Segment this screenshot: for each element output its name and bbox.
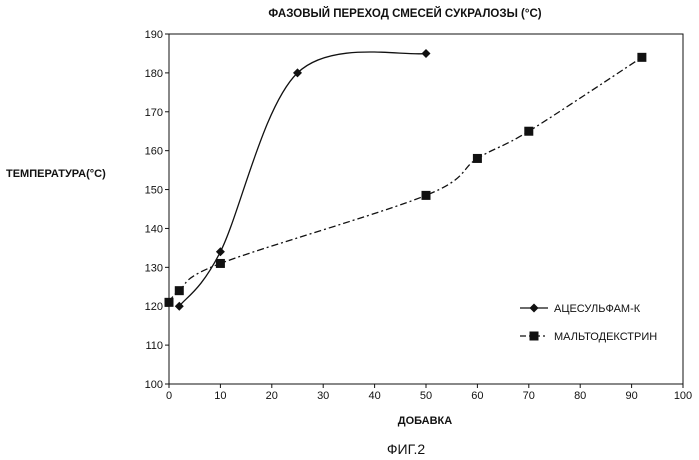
x-tick-label: 0 <box>166 390 172 402</box>
series-line <box>168 56 643 303</box>
y-tick-label: 130 <box>145 262 163 274</box>
x-tick-label: 80 <box>574 390 586 402</box>
square-marker <box>174 286 184 296</box>
y-tick-label: 160 <box>145 146 163 158</box>
y-tick-label: 190 <box>145 29 163 41</box>
diamond-marker <box>293 68 302 78</box>
series-line <box>178 51 427 307</box>
y-tick-label: 180 <box>145 68 163 80</box>
figure-caption: ФИГ.2 <box>387 441 425 457</box>
x-tick-label: 100 <box>674 390 692 402</box>
diamond-marker <box>215 247 225 257</box>
y-tick-label: 170 <box>145 107 163 119</box>
x-tick-label: 20 <box>266 390 278 402</box>
legend-label: МАЛЬТОДЕКСТРИН <box>554 331 657 343</box>
x-tick-label: 90 <box>625 390 637 402</box>
x-tick-label: 60 <box>471 390 483 402</box>
series-1 <box>174 48 431 311</box>
series-2 <box>164 52 647 307</box>
legend-marker <box>529 303 539 313</box>
square-marker <box>524 126 534 136</box>
y-tick-label: 100 <box>145 379 163 391</box>
y-tick-label: 120 <box>145 301 163 313</box>
x-tick-label: 30 <box>317 390 329 402</box>
square-marker <box>164 297 174 307</box>
x-tick-label: 40 <box>368 390 380 402</box>
square-marker <box>472 153 482 163</box>
chart-title: ФАЗОВЫЙ ПЕРЕХОД СМЕСЕЙ СУКРАЛОЗЫ (°С) <box>268 7 541 20</box>
legend: АЦЕСУЛЬФАМ-К МАЛЬТОДЕКСТРИН <box>520 303 657 343</box>
legend-label: АЦЕСУЛЬФАМ-К <box>554 303 641 315</box>
y-tick-label: 140 <box>145 223 163 235</box>
y-axis-label: ТЕМПЕРАТУРА(°С) <box>6 168 106 180</box>
square-marker <box>637 52 647 62</box>
y-tick-label: 150 <box>145 185 163 197</box>
series-layer <box>164 48 647 311</box>
x-tick-label: 50 <box>420 390 432 402</box>
diamond-marker <box>174 301 184 311</box>
legend-marker <box>529 331 539 341</box>
x-axis-label: ДОБАВКА <box>398 415 452 427</box>
legend-item: АЦЕСУЛЬФАМ-К <box>520 303 641 315</box>
x-tick-label: 70 <box>523 390 535 402</box>
x-tick-label: 10 <box>214 390 226 402</box>
diamond-marker <box>421 48 431 58</box>
legend-item: МАЛЬТОДЕКСТРИН <box>520 331 657 343</box>
axis-ticks: 0 10 20 30 40 50 60 70 80 90 100 100 110 120 130 140 150… <box>145 29 693 402</box>
square-marker <box>215 258 225 268</box>
y-tick-label: 110 <box>145 340 163 352</box>
square-marker <box>421 190 431 200</box>
